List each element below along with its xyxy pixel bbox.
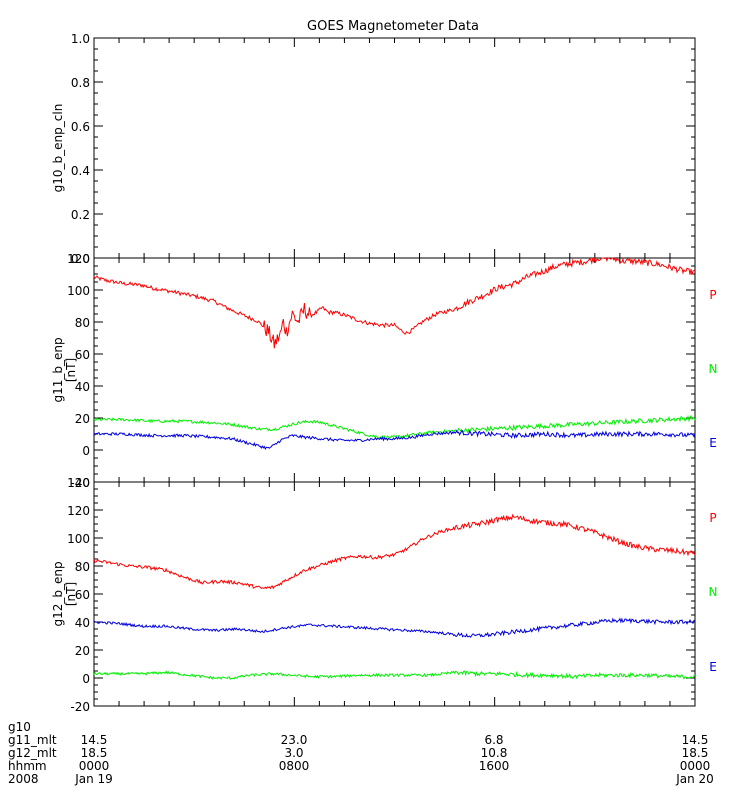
x-row-value: 6.8 bbox=[484, 733, 503, 747]
x-row-value: Jan 20 bbox=[675, 772, 714, 786]
y-tick-label: -20 bbox=[70, 476, 90, 490]
y-tick-label: 0.4 bbox=[71, 164, 90, 178]
series-line-E bbox=[93, 429, 696, 450]
legend-E: E bbox=[709, 660, 717, 674]
legend-P: P bbox=[709, 511, 716, 525]
x-row-label: 2008 bbox=[8, 772, 39, 786]
x-row-value: 18.5 bbox=[81, 746, 108, 760]
y-tick-label: 100 bbox=[67, 284, 90, 298]
x-row-value: 0000 bbox=[680, 759, 711, 773]
y-axis-label: g12_b_enp bbox=[51, 561, 65, 626]
y-tick-label: 60 bbox=[75, 588, 90, 602]
y-tick-label: 80 bbox=[75, 316, 90, 330]
y-tick-label: 60 bbox=[75, 348, 90, 362]
x-row-value: 0000 bbox=[79, 759, 110, 773]
y-axis-label: g11_b_enp bbox=[51, 337, 65, 402]
x-row-label: g11_mlt bbox=[8, 733, 57, 747]
y-tick-label: 40 bbox=[75, 616, 90, 630]
x-row-value: 10.8 bbox=[481, 746, 508, 760]
y-tick-label: 20 bbox=[75, 412, 90, 426]
y-tick-label: 0.0 bbox=[71, 252, 90, 266]
y-tick-label: -20 bbox=[70, 700, 90, 714]
x-row-value: 3.0 bbox=[284, 746, 303, 760]
y-tick-label: 0.6 bbox=[71, 120, 90, 134]
x-row-value: 1600 bbox=[479, 759, 510, 773]
y-tick-label: 120 bbox=[67, 252, 90, 266]
y-tick-label: 100 bbox=[67, 532, 90, 546]
y-tick-label: 80 bbox=[75, 560, 90, 574]
y-tick-label: 0 bbox=[82, 444, 90, 458]
y-tick-label: 0 bbox=[82, 672, 90, 686]
y-axis-unit: [nT] bbox=[64, 582, 78, 606]
panels-group: 0.0 0.2 0.4 0.6 0.8 1.0 g10_b_enp_cln -20 0 20 40 6… bbox=[51, 32, 717, 714]
x-row-label: g12_mlt bbox=[8, 746, 57, 760]
x-row-label: g10 bbox=[8, 720, 31, 734]
legend-E: E bbox=[709, 436, 717, 450]
y-tick-label: 20 bbox=[75, 644, 90, 658]
series-line-N bbox=[93, 414, 696, 440]
y-tick-label: 120 bbox=[67, 504, 90, 518]
x-row-value: 14.5 bbox=[81, 733, 108, 747]
panel-g11: -20 0 20 40 60 80 100 120 g11_b_enp [nT] P N E bbox=[51, 252, 717, 490]
legend-N: N bbox=[709, 585, 718, 599]
panel-g12: -20 0 20 40 60 80 100 120 140 g12_b_enp [nT] P N E bbox=[51, 476, 717, 714]
y-tick-label: 1.0 bbox=[71, 32, 90, 46]
panel-frame bbox=[93, 481, 696, 707]
y-tick-label: 40 bbox=[75, 380, 90, 394]
x-row-value: 18.5 bbox=[682, 746, 709, 760]
y-tick-label: 0.2 bbox=[71, 208, 90, 222]
x-row-value: 14.5 bbox=[682, 733, 709, 747]
y-tick-label: 0.8 bbox=[71, 76, 90, 90]
x-row-value: Jan 19 bbox=[74, 772, 113, 786]
x-row-value: 23.0 bbox=[281, 733, 308, 747]
y-tick-label: 140 bbox=[67, 476, 90, 490]
legend-P: P bbox=[709, 288, 716, 302]
series-line-P bbox=[93, 513, 696, 590]
series-line-P bbox=[93, 256, 696, 349]
series-line-N bbox=[93, 670, 696, 680]
series-line-E bbox=[93, 617, 696, 638]
y-axis-label: g10_b_enp_cln bbox=[51, 104, 65, 193]
panel-frame bbox=[93, 37, 696, 259]
legend-N: N bbox=[709, 362, 718, 376]
x-row-value: 0800 bbox=[279, 759, 310, 773]
panel-g10: 0.0 0.2 0.4 0.6 0.8 1.0 g10_b_enp_cln bbox=[51, 32, 696, 266]
panel-frame bbox=[93, 257, 696, 483]
y-axis-unit: [nT] bbox=[64, 358, 78, 382]
x-row-label: hhmm bbox=[8, 759, 47, 773]
chart-title: GOES Magnetometer Data bbox=[307, 19, 479, 34]
